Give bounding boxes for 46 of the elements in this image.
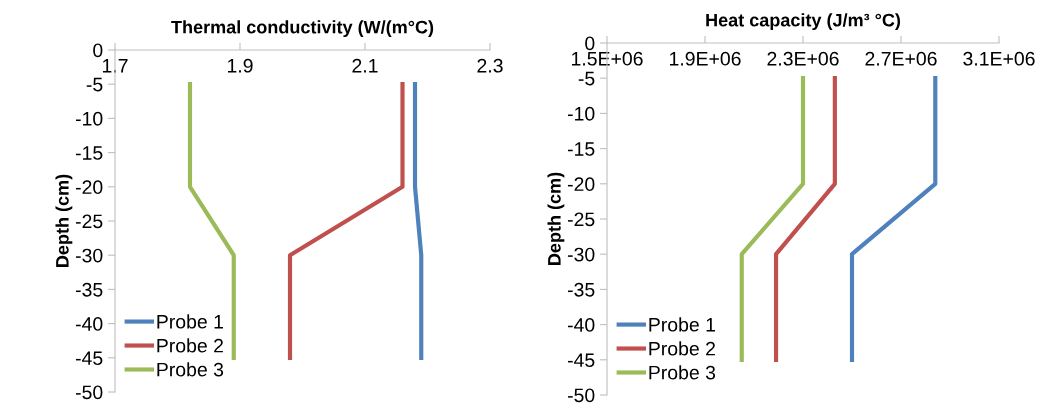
legend-label: Probe 1 — [649, 317, 715, 332]
line-series — [287, 82, 405, 360]
legend-label: Probe 3 — [157, 362, 224, 377]
y-axis-title: Depth (cm) — [55, 174, 73, 267]
y-tick-label: -40 — [75, 317, 103, 331]
y-tick-label: -25 — [567, 212, 595, 227]
line-series — [739, 76, 806, 362]
line-series — [412, 82, 424, 360]
y-tick-label: -10 — [567, 106, 595, 121]
y-tick-label: -50 — [75, 385, 103, 400]
y-tick-label: -20 — [567, 177, 595, 192]
y-tick-label: 0 — [585, 36, 595, 51]
line-series — [773, 76, 837, 362]
x-tick-label: 1.5E+06 — [571, 51, 643, 66]
y-tick-label: -45 — [567, 353, 595, 368]
y-tick-label: -30 — [567, 247, 595, 262]
y-tick-label: -40 — [567, 318, 595, 332]
x-tick-label: 2.3E+06 — [767, 51, 839, 66]
chart-title: Thermal conductivity (W/(m°C) — [171, 20, 434, 38]
legend-label: Probe 1 — [157, 314, 223, 329]
x-tick-label: 1.7 — [102, 59, 128, 73]
legend-label: Probe 2 — [157, 338, 223, 353]
legend-label: Probe 3 — [649, 365, 716, 380]
y-tick-label: -25 — [75, 214, 103, 229]
y-tick-label: 0 — [93, 43, 103, 58]
y-tick-label: -20 — [75, 180, 103, 195]
x-tick-label: 2.3 — [477, 58, 503, 73]
y-axis-title: Depth (cm) — [547, 172, 565, 265]
y-tick-label: -5 — [578, 71, 595, 86]
y-tick-label: -10 — [75, 111, 103, 126]
y-tick-label: -30 — [75, 248, 103, 263]
x-tick-label: 1.9E+06 — [669, 51, 741, 66]
line-series — [849, 76, 938, 362]
x-tick-label: 1.9 — [227, 58, 253, 73]
y-tick-label: -35 — [567, 282, 595, 297]
y-tick-label: -35 — [75, 282, 103, 297]
legend-label: Probe 2 — [649, 341, 715, 356]
x-tick-label: 2.1 — [352, 58, 378, 73]
y-tick-label: -45 — [75, 351, 103, 366]
y-tick-label: -15 — [567, 142, 595, 156]
y-tick-label: -15 — [75, 146, 103, 160]
x-tick-label: 2.7E+06 — [865, 51, 937, 66]
y-tick-label: -5 — [86, 77, 103, 92]
x-tick-label: 3.1E+06 — [963, 51, 1035, 66]
chart-title: Heat capacity (J/m³ °C) — [706, 13, 901, 31]
y-tick-label: -50 — [567, 388, 595, 403]
